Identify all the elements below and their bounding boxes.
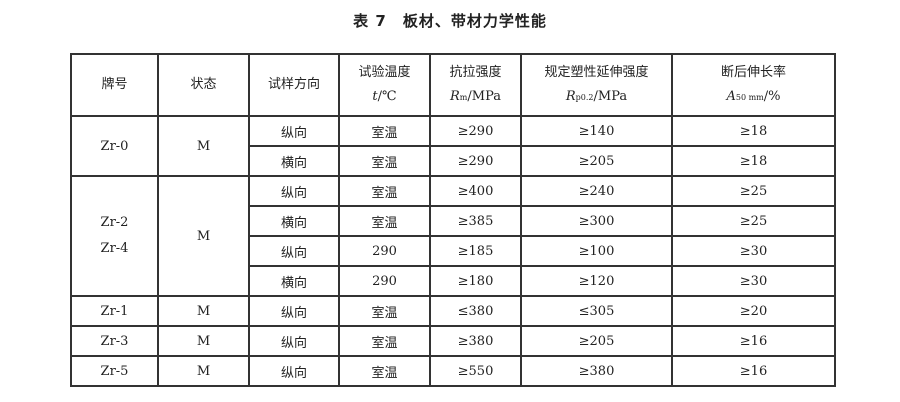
yield-cell: ≥120 — [520, 265, 673, 297]
yield-cell: ≥300 — [520, 205, 673, 237]
yield-cell: ≥140 — [520, 115, 673, 147]
elongation-cell: ≥20 — [671, 295, 836, 327]
table-row: 横向 290 ≥180 ≥120 ≥30 — [71, 265, 836, 297]
header-temperature: 试验温度 t/℃ — [338, 53, 431, 117]
table-row: 横向 室温 ≥385 ≥300 ≥25 — [71, 205, 836, 237]
yield-cell: ≤305 — [520, 295, 673, 327]
table-row: Zr-2 Zr-4 M 纵向 室温 ≥400 ≥240 ≥25 — [70, 175, 836, 297]
header-state: 状态 — [157, 53, 250, 117]
direction-cell: 横向 — [248, 145, 340, 177]
header-direction: 试样方向 — [248, 53, 340, 117]
tensile-cell: ≥290 — [429, 115, 522, 147]
direction-cell: 横向 — [248, 205, 340, 237]
table-title: 表 7 板材、带材力学性能 — [0, 10, 900, 31]
direction-cell: 纵向 — [248, 295, 340, 327]
table-row: Zr-5 M 纵向 室温 ≥550 ≥380 ≥16 — [70, 355, 836, 387]
properties-table: 牌号 状态 试样方向 试验温度 t/℃ 抗拉强度 Rm/MPa 规定塑性延伸强度 Rp… — [70, 53, 836, 387]
elongation-cell: ≥16 — [671, 325, 836, 357]
direction-cell: 横向 — [248, 265, 340, 297]
grade-cell: Zr-0 — [70, 115, 159, 177]
elongation-cell: ≥30 — [671, 265, 836, 297]
state-cell: M — [157, 355, 250, 387]
yield-cell: ≥240 — [520, 175, 673, 207]
direction-cell: 纵向 — [248, 325, 340, 357]
table-row: Zr-1 M 纵向 室温 ≤380 ≤305 ≥20 — [70, 295, 836, 327]
elongation-cell: ≥18 — [671, 145, 836, 177]
direction-cell: 纵向 — [248, 235, 340, 267]
temperature-cell: 室温 — [338, 325, 431, 357]
table-row: Zr-0 M 纵向 室温 ≥290 ≥140 ≥18 — [70, 115, 836, 177]
table-caption: 板材、带材力学性能 — [402, 12, 547, 30]
yield-cell: ≥100 — [520, 235, 673, 267]
grade-cell: Zr-3 — [70, 325, 159, 357]
temperature-cell: 290 — [338, 265, 431, 297]
yield-cell: ≥205 — [520, 325, 673, 357]
temperature-cell: 室温 — [338, 295, 431, 327]
state-cell: M — [157, 175, 250, 297]
elongation-cell: ≥18 — [671, 115, 836, 147]
temperature-cell: 室温 — [338, 175, 431, 207]
table-row: 横向 室温 ≥290 ≥205 ≥18 — [71, 145, 836, 177]
state-cell: M — [157, 115, 250, 177]
elongation-cell: ≥30 — [671, 235, 836, 267]
header-grade: 牌号 — [70, 53, 159, 117]
temperature-cell: 室温 — [338, 205, 431, 237]
tensile-cell: ≥550 — [429, 355, 522, 387]
direction-cell: 纵向 — [248, 115, 340, 147]
header-yield: 规定塑性延伸强度 Rp0.2/MPa — [520, 53, 673, 117]
grade-cell: Zr-5 — [70, 355, 159, 387]
direction-cell: 纵向 — [248, 175, 340, 207]
tensile-cell: ≥400 — [429, 175, 522, 207]
elongation-cell: ≥16 — [671, 355, 836, 387]
state-cell: M — [157, 325, 250, 357]
direction-cell: 纵向 — [248, 355, 340, 387]
temperature-cell: 290 — [338, 235, 431, 267]
tensile-cell: ≥180 — [429, 265, 522, 297]
table-row: 纵向 290 ≥185 ≥100 ≥30 — [71, 235, 836, 267]
elongation-cell: ≥25 — [671, 205, 836, 237]
header-elongation: 断后伸长率 A50 mm/% — [671, 53, 836, 117]
tensile-cell: ≥290 — [429, 145, 522, 177]
grade-cell: Zr-1 — [70, 295, 159, 327]
elongation-cell: ≥25 — [671, 175, 836, 207]
header-tensile: 抗拉强度 Rm/MPa — [429, 53, 522, 117]
state-cell: M — [157, 295, 250, 327]
tensile-cell: ≤380 — [429, 295, 522, 327]
table-number: 表 7 — [353, 12, 387, 30]
temperature-cell: 室温 — [338, 355, 431, 387]
table-row: Zr-3 M 纵向 室温 ≥380 ≥205 ≥16 — [70, 325, 836, 357]
temperature-cell: 室温 — [338, 115, 431, 147]
yield-cell: ≥380 — [520, 355, 673, 387]
tensile-cell: ≥385 — [429, 205, 522, 237]
header-row: 牌号 状态 试样方向 试验温度 t/℃ 抗拉强度 Rm/MPa 规定塑性延伸强度 Rp… — [70, 53, 836, 117]
yield-cell: ≥205 — [520, 145, 673, 177]
temperature-cell: 室温 — [338, 145, 431, 177]
grade-cell: Zr-2 Zr-4 — [70, 175, 159, 297]
tensile-cell: ≥380 — [429, 325, 522, 357]
tensile-cell: ≥185 — [429, 235, 522, 267]
